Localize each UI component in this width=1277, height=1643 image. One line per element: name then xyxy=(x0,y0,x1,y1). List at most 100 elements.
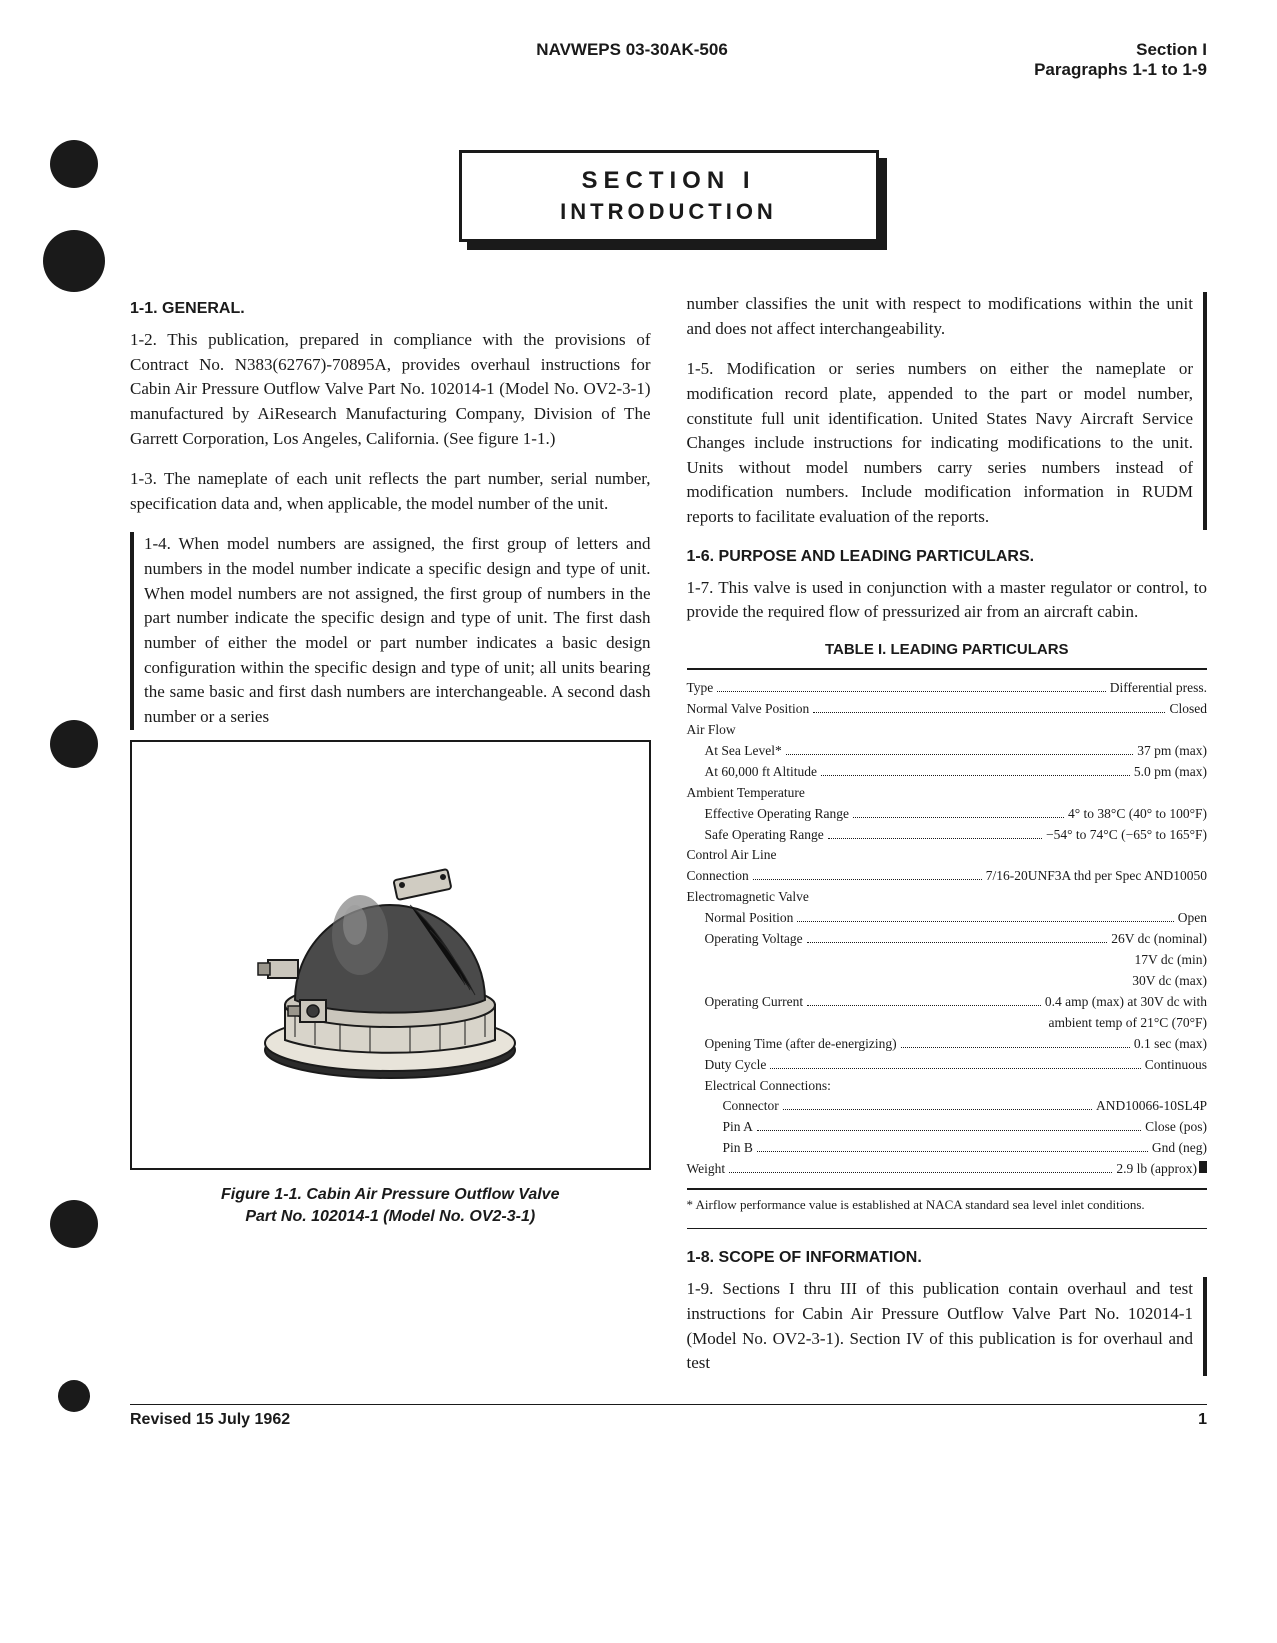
table-row: Safe Operating Range −54° to 74°C (−65° t… xyxy=(687,825,1208,846)
heading-purpose: 1-6. PURPOSE AND LEADING PARTICULARS. xyxy=(687,548,1208,566)
para-1-4-cont: number classifies the unit with respect … xyxy=(687,292,1194,341)
leader-dots xyxy=(753,879,982,880)
table-value: Continuous xyxy=(1145,1055,1207,1076)
paragraph-range: Paragraphs 1-1 to 1-9 xyxy=(1034,60,1207,80)
punch-hole xyxy=(50,1200,98,1248)
leader-dots xyxy=(807,942,1108,943)
para-1-5: 1-5. Modification or series numbers on e… xyxy=(687,357,1194,529)
table-row: Control Air Line xyxy=(687,845,1208,866)
leader-dots xyxy=(828,838,1042,839)
leader-dots xyxy=(729,1172,1112,1173)
table-label: Normal Valve Position xyxy=(687,699,810,720)
table-row: 30V dc (max) xyxy=(687,971,1208,992)
doc-number: NAVWEPS 03-30AK-506 xyxy=(130,40,1034,60)
leader-dots xyxy=(853,817,1064,818)
table-label: Pin A xyxy=(723,1117,753,1138)
table-footnote: * Airflow performance value is establish… xyxy=(687,1196,1208,1214)
leader-dots xyxy=(786,754,1134,755)
figure-1-1 xyxy=(130,740,651,1170)
para-1-4: 1-4. When model numbers are assigned, th… xyxy=(144,532,651,729)
para-1-2: 1-2. This publication, prepared in compl… xyxy=(130,328,651,451)
table-value: 5.0 pm (max) xyxy=(1134,762,1207,783)
table-value: Close (pos) xyxy=(1145,1117,1207,1138)
right-column: number classifies the unit with respect … xyxy=(687,292,1208,1376)
heading-general: 1-1. GENERAL. xyxy=(130,300,651,318)
table-label: Safe Operating Range xyxy=(705,825,824,846)
table-value: 2.9 lb (approx) xyxy=(1116,1159,1197,1180)
table-row: ambient temp of 21°C (70°F) xyxy=(687,1013,1208,1034)
table-label: Connection xyxy=(687,866,749,887)
table-label: Weight xyxy=(687,1159,726,1180)
para-1-9: 1-9. Sections I thru III of this publica… xyxy=(687,1277,1194,1376)
figure-caption-line2: Part No. 102014-1 (Model No. OV2-3-1) xyxy=(245,1208,535,1225)
table-row: Electromagnetic Valve xyxy=(687,887,1208,908)
table-row: Opening Time (after de-energizing) 0.1 se… xyxy=(687,1034,1208,1055)
leader-dots xyxy=(717,691,1105,692)
revision-date: Revised 15 July 1962 xyxy=(130,1411,290,1429)
table-value: 30V dc (max) xyxy=(1132,971,1207,992)
table-label: Opening Time (after de-energizing) xyxy=(705,1034,897,1055)
leader-dots xyxy=(797,921,1173,922)
leader-dots xyxy=(901,1047,1130,1048)
table-leading-particulars: TypeDifferential press.Normal Valve Posi… xyxy=(687,668,1208,1190)
section-title-line1: SECTION I xyxy=(482,167,856,195)
table-label: At Sea Level* xyxy=(705,741,782,762)
table-value: −54° to 74°C (−65° to 165°F) xyxy=(1046,825,1207,846)
table-row: TypeDifferential press. xyxy=(687,678,1208,699)
table-row: Pin A Close (pos) xyxy=(687,1117,1208,1138)
table-value: 7/16-20UNF3A thd per Spec AND10050 xyxy=(986,866,1207,887)
table-value: Closed xyxy=(1169,699,1207,720)
leader-dots xyxy=(770,1068,1140,1069)
page-header: NAVWEPS 03-30AK-506 Section I Paragraphs… xyxy=(130,40,1207,80)
content-columns: 1-1. GENERAL. 1-2. This publication, pre… xyxy=(130,292,1207,1376)
section-label: Section I xyxy=(1034,40,1207,60)
table-label: Pin B xyxy=(723,1138,753,1159)
section-title: SECTION I INTRODUCTION xyxy=(459,150,879,242)
leader-dots xyxy=(757,1151,1148,1152)
table-row: 17V dc (min) xyxy=(687,950,1208,971)
table-row: At Sea Level*37 pm (max) xyxy=(687,741,1208,762)
punch-hole xyxy=(43,230,105,292)
valve-illustration xyxy=(240,805,540,1105)
leader-dots xyxy=(821,775,1130,776)
table-label: Duty Cycle xyxy=(705,1055,767,1076)
table-label: Ambient Temperature xyxy=(687,783,805,804)
table-row: Duty Cycle Continuous xyxy=(687,1055,1208,1076)
table-label: Electrical Connections: xyxy=(705,1076,831,1097)
table-row: Pin BGnd (neg) xyxy=(687,1138,1208,1159)
table-row: Operating Voltage26V dc (nominal) xyxy=(687,929,1208,950)
leader-dots xyxy=(783,1109,1092,1110)
table-value: Open xyxy=(1178,908,1207,929)
table-row: Connection 7/16-20UNF3A thd per Spec AND1… xyxy=(687,866,1208,887)
table-value: 17V dc (min) xyxy=(1135,950,1208,971)
punch-hole xyxy=(50,720,98,768)
table-label: Connector xyxy=(723,1096,779,1117)
table-row: Effective Operating Range4° to 38°C (40°… xyxy=(687,804,1208,825)
table-label: Operating Current xyxy=(705,992,804,1013)
table-row: Air Flow xyxy=(687,720,1208,741)
table-value: 4° to 38°C (40° to 100°F) xyxy=(1068,804,1207,825)
table-label: Control Air Line xyxy=(687,845,777,866)
table-label: Operating Voltage xyxy=(705,929,803,950)
page-number: 1 xyxy=(1198,1411,1207,1429)
table-value: 0.1 sec (max) xyxy=(1134,1034,1207,1055)
table-value: ambient temp of 21°C (70°F) xyxy=(1048,1013,1207,1034)
table-label: Electromagnetic Valve xyxy=(687,887,809,908)
punch-hole xyxy=(50,140,98,188)
section-title-line2: INTRODUCTION xyxy=(482,199,856,225)
table-row: Weight 2.9 lb (approx) xyxy=(687,1159,1208,1180)
table-row: Normal Position Open xyxy=(687,908,1208,929)
table-row: Operating Current 0.4 amp (max) at 30V dc… xyxy=(687,992,1208,1013)
table-row: Ambient Temperature xyxy=(687,783,1208,804)
table-value: 0.4 amp (max) at 30V dc with xyxy=(1045,992,1207,1013)
table-label: Normal Position xyxy=(705,908,794,929)
table-label: At 60,000 ft Altitude xyxy=(705,762,818,783)
para-1-7: 1-7. This valve is used in conjunction w… xyxy=(687,576,1208,625)
punch-hole xyxy=(58,1380,90,1412)
table-label: Air Flow xyxy=(687,720,736,741)
change-bar-mark xyxy=(1199,1161,1207,1173)
figure-caption-line1: Figure 1-1. Cabin Air Pressure Outflow V… xyxy=(221,1186,559,1203)
table-row: ConnectorAND10066-10SL4P xyxy=(687,1096,1208,1117)
table-row: Normal Valve Position Closed xyxy=(687,699,1208,720)
leader-dots xyxy=(813,712,1165,713)
